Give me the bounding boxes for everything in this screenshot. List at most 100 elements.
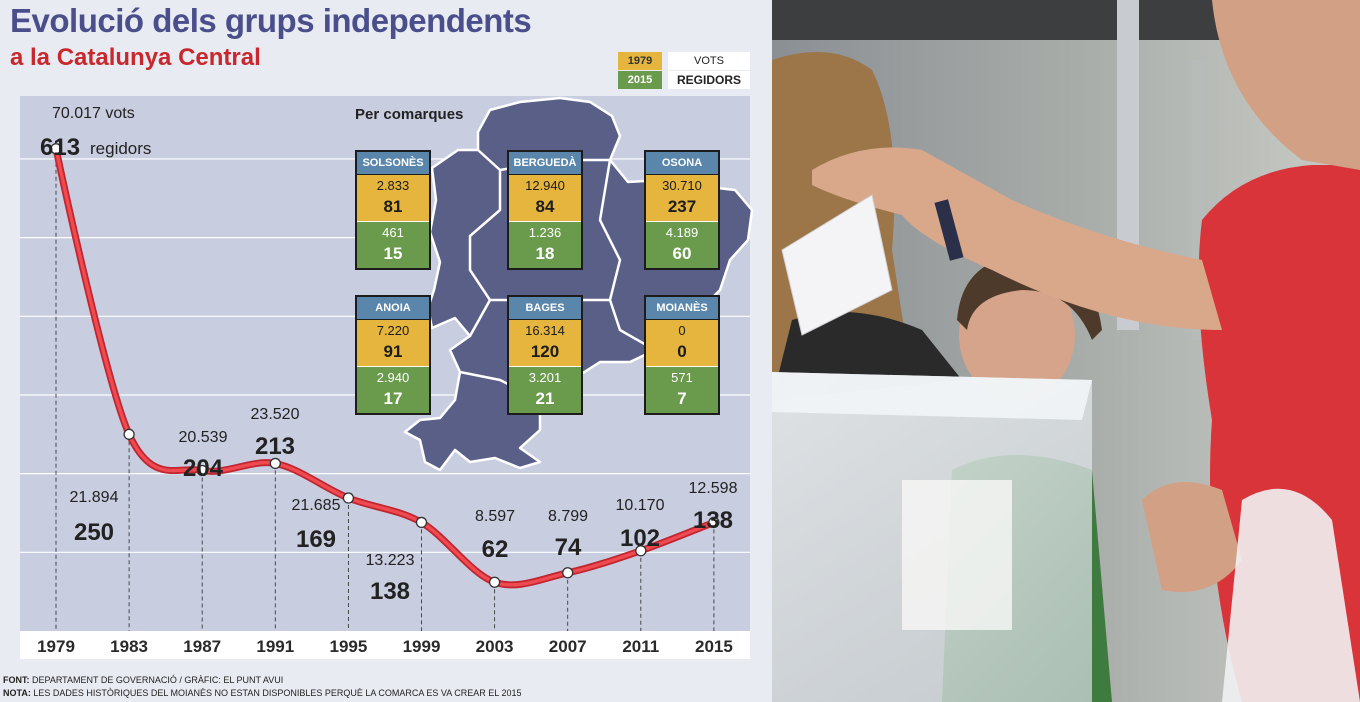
- legend-label-regidors: REGIDORS: [668, 71, 750, 89]
- comarca-regidors-1979: 91: [383, 342, 403, 361]
- vots-label: 8.799: [548, 508, 588, 525]
- comarques-heading: Per comarques: [355, 106, 464, 123]
- x-axis-band: [20, 631, 750, 659]
- regidors-label: 102: [620, 525, 660, 552]
- vots-label: 70.017 vots: [52, 105, 135, 122]
- data-point: [635, 545, 647, 557]
- x-axis-ticks: 1979 1983 1987 1991 1995 1999 2003 2007 2011 2015: [37, 637, 733, 656]
- vots-label: 21.685: [292, 497, 341, 514]
- comarca-name: SOLSONÈS: [357, 152, 429, 175]
- vots-label: 8.597: [475, 508, 515, 525]
- comarca-2015: 3.201 21: [509, 367, 581, 413]
- regidors-unit-label: regidors: [90, 139, 151, 158]
- bracelet: [934, 199, 964, 261]
- x-tick-label: 1987: [183, 637, 221, 656]
- woman-hand: [1142, 482, 1242, 592]
- chart-subtitle: a la Catalunya Central: [10, 44, 261, 71]
- legend: 1979 2015 VOTS REGIDORS: [618, 52, 750, 90]
- data-point: [562, 567, 574, 579]
- comarca-regidors-2015: 60: [672, 244, 692, 263]
- footnote-nota-text: LES DADES HISTÒRIQUES DEL MOIANÈS NO EST…: [30, 688, 522, 698]
- comarca-vots-2015: 461: [382, 225, 404, 240]
- x-tick-label: 1999: [403, 637, 441, 656]
- comarca-vots-1979: 0: [678, 323, 686, 338]
- photo-illustration: [772, 0, 1360, 702]
- footnote-nota-label: NOTA:: [3, 688, 31, 698]
- comarca-regidors-2015: 18: [535, 244, 555, 263]
- comarca-vots-2015: 4.189: [665, 225, 699, 240]
- regidors-label: 74: [555, 534, 582, 561]
- legend-swatch-1979: 1979: [618, 52, 662, 70]
- regidors-label: 613: [40, 134, 80, 161]
- footnote-font: FONT: DEPARTAMENT DE GOVERNACIÓ / GRÀFIC…: [3, 674, 521, 687]
- comarca-vots-1979: 16.314: [525, 323, 565, 338]
- regidors-label: 62: [482, 536, 509, 563]
- regidors-label: 169: [296, 526, 336, 553]
- comarca-regidors-2015: 21: [535, 389, 555, 408]
- legend-swatch-2015: 2015: [618, 71, 662, 89]
- ballot-inside: [902, 480, 1012, 630]
- comarca-2015: 571 7: [646, 367, 718, 413]
- data-point: [708, 516, 720, 529]
- comarca-name: ANOIA: [357, 297, 429, 320]
- ballot-envelope: [781, 194, 893, 336]
- comarca-regidors-1979: 81: [383, 197, 403, 216]
- regidors-label: 213: [255, 433, 295, 460]
- child-face: [959, 269, 1075, 401]
- map-border: [598, 159, 656, 352]
- comarca-1979: 30.710 237: [646, 175, 718, 222]
- footnotes: FONT: DEPARTAMENT DE GOVERNACIÓ / GRÀFIC…: [3, 674, 521, 700]
- comarca-regidors-2015: 17: [383, 389, 403, 408]
- regidors-label: 250: [74, 519, 114, 546]
- vots-label: 12.598: [689, 480, 738, 497]
- x-tick-label: 2007: [549, 637, 587, 656]
- x-tick-label: 2011: [622, 637, 659, 656]
- comarca-box: OSONA 30.710 237 4.189 60: [644, 150, 720, 270]
- comarca-regidors-2015: 7: [677, 389, 687, 408]
- comarca-regidors-1979: 84: [535, 197, 555, 216]
- woman-arm: [812, 147, 1222, 330]
- footnote-font-label: FONT:: [3, 675, 30, 685]
- comarca-regidors-1979: 0: [677, 342, 687, 361]
- comarca-vots-1979: 7.220: [376, 323, 410, 338]
- comarca-box: SOLSONÈS 2.833 81 461 15: [355, 150, 431, 270]
- data-point: [196, 464, 208, 477]
- comarca-2015: 2.940 17: [357, 367, 429, 413]
- data-point: [50, 143, 62, 155]
- comarca-1979: 16.314 120: [509, 320, 581, 367]
- comarca-box: BAGES 16.314 120 3.201 21: [507, 295, 583, 415]
- data-point: [488, 576, 501, 588]
- ballot-box-photo: [772, 0, 1360, 702]
- data-point: [123, 428, 135, 440]
- comarca-2015: 461 15: [357, 222, 429, 268]
- regidors-label: 138: [370, 578, 410, 605]
- footnote-font-text: DEPARTAMENT DE GOVERNACIÓ / GRÀFIC: EL P…: [29, 675, 284, 685]
- comarca-name: MOIANÈS: [646, 297, 718, 320]
- comarca-2015: 1.236 18: [509, 222, 581, 268]
- woman-face: [1212, 0, 1360, 170]
- vots-label: 20.539: [179, 429, 228, 446]
- regidors-label: 138: [693, 507, 733, 534]
- regidors-label: 204: [183, 455, 224, 482]
- comarca-2015: 4.189 60: [646, 222, 718, 268]
- comarca-1979: 2.833 81: [357, 175, 429, 222]
- comarca-box: MOIANÈS 0 0 571 7: [644, 295, 720, 415]
- data-point: [342, 492, 355, 504]
- data-points: [50, 143, 720, 588]
- infographic: 70.017 vots 613 regidors 21.894 250 20.539 204…: [0, 0, 772, 702]
- drop-lines: [55, 148, 715, 631]
- comarca-name: BERGUEDÀ: [509, 152, 581, 175]
- legend-label-vots: VOTS: [668, 52, 750, 70]
- comarca-regidors-1979: 237: [667, 197, 697, 216]
- data-point: [415, 516, 428, 529]
- comarca-vots-2015: 3.201: [528, 370, 562, 385]
- vots-label: 23.520: [251, 406, 300, 423]
- x-tick-label: 1995: [329, 637, 367, 656]
- comarca-name: OSONA: [646, 152, 718, 175]
- comarca-box: ANOIA 7.220 91 2.940 17: [355, 295, 431, 415]
- vots-label: 10.170: [616, 497, 665, 514]
- comarca-1979: 12.940 84: [509, 175, 581, 222]
- vots-label: 21.894: [70, 489, 119, 506]
- comarca-vots-2015: 1.236: [528, 225, 562, 240]
